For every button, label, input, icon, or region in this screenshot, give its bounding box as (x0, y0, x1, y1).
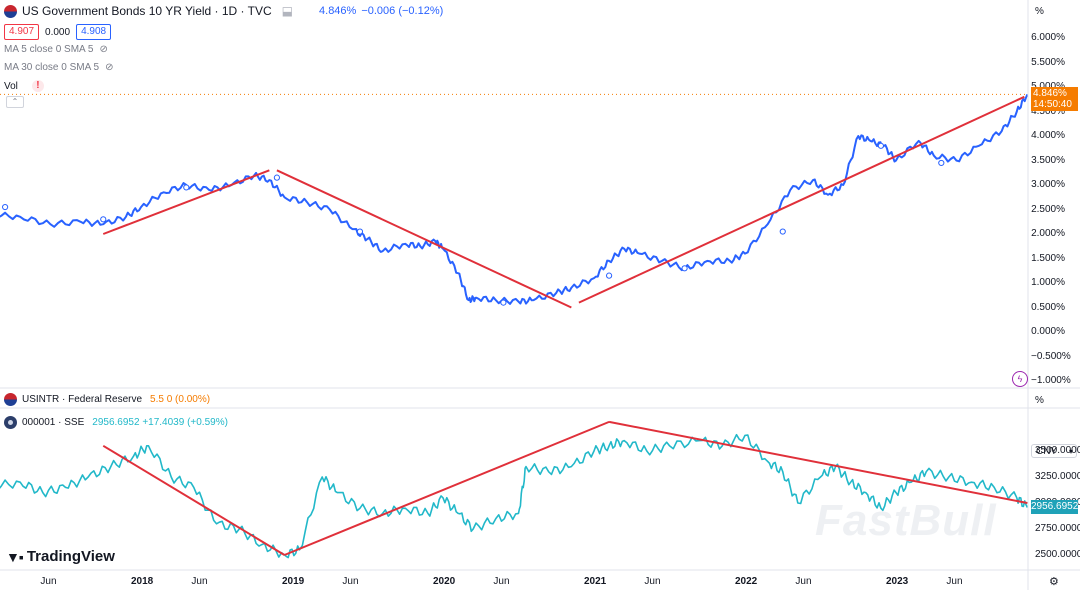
time-axis-tick-label: Jun (40, 576, 57, 587)
usintr-axis-unit[interactable]: % (1035, 395, 1044, 406)
time-axis-tick-label: 2022 (735, 576, 758, 587)
usintr-label: USINTR · Federal Reserve (22, 394, 143, 405)
sse-label: 000001 · SSE (22, 417, 85, 428)
yield-trendline-1 (102, 169, 270, 235)
currency-value: CNY (1036, 446, 1058, 457)
upper-axis-tick-label: 6.000% (1031, 32, 1065, 43)
vol-legend[interactable]: Vol ! (4, 80, 44, 92)
ask-box[interactable]: 4.908 (76, 24, 112, 40)
spread-value: 0.000 (45, 26, 71, 38)
upper-axis-tick-label: 5.500% (1031, 56, 1065, 68)
ma5-legend[interactable]: MA 5 close 0 SMA 5 ⊘ (4, 44, 108, 55)
time-axis-tick-label: Jun (795, 576, 812, 587)
time-axis-tick-label: 2023 (886, 576, 909, 587)
dividend-marker (183, 184, 190, 191)
settings-gear-icon[interactable]: ⚙ (1049, 576, 1059, 588)
dividend-marker (273, 174, 280, 181)
upper-axis-unit[interactable]: % (1035, 6, 1044, 17)
lower-axis-tick-label: 2500.0000 (1035, 549, 1080, 560)
time-axis-tick-label: 2018 (131, 576, 154, 587)
upper-axis-tick-label: −1.000% (1031, 375, 1071, 386)
fastbull-watermark: FastBull (815, 496, 997, 545)
collapse-legend-button[interactable]: ⌃ (6, 96, 24, 108)
lightning-icon[interactable]: ϟ (1012, 371, 1028, 387)
bid-ask-row: 4.907 0.000 4.908 (4, 24, 112, 40)
ma5-label: MA 5 close 0 SMA 5 (4, 44, 94, 55)
upper-axis-tick-label: 0.500% (1031, 301, 1065, 313)
currency-select[interactable]: CNY ▾ (1031, 444, 1077, 458)
hidden-eye-icon[interactable]: ⊘ (99, 44, 108, 55)
upper-axis-tick-label: 5.000% (1031, 81, 1065, 92)
upper-axis-tick-label: 1.000% (1031, 277, 1065, 288)
tradingview-logo[interactable]: ▼▪ TradingView (6, 548, 115, 565)
ma30-legend[interactable]: MA 30 close 0 SMA 5 ⊘ (4, 62, 113, 73)
vol-label: Vol (4, 80, 18, 92)
dividend-marker (779, 228, 786, 235)
dividend-marker (877, 142, 885, 149)
time-axis-tick-label: Jun (342, 576, 359, 587)
upper-axis-tick-label: 2.000% (1031, 228, 1065, 239)
sse-trendline-3 (608, 420, 1028, 504)
price-tag: 4.846% 14:50:40 (1031, 87, 1078, 111)
symbol-legend[interactable]: US Government Bonds 10 YR Yield · 1D · T… (4, 4, 443, 18)
sse-value: 2956.6952 +17.4039 (+0.59%) (92, 417, 228, 428)
yield-series-line (0, 93, 1029, 305)
bid-box[interactable]: 4.907 (4, 24, 40, 40)
time-axis-tick-label: 2020 (433, 576, 456, 587)
sse-trendline-1 (102, 444, 285, 556)
yield-trendline-2 (276, 169, 572, 309)
sse-chart-panel (0, 420, 1029, 559)
dividend-marker (938, 159, 945, 167)
time-axis-tick-label: 2021 (584, 576, 607, 587)
time-axis-tick-label: 2019 (282, 576, 305, 587)
upper-axis-tick-label: 1.500% (1031, 252, 1065, 264)
chevron-down-icon: ▾ (1068, 447, 1073, 456)
yield-chart-panel (0, 93, 1029, 309)
time-axis-tick-label: Jun (493, 576, 510, 587)
last-value: 4.846% (319, 5, 357, 17)
time-axis-tick-label: Jun (644, 576, 661, 587)
upper-axis-tick-label: 4.500% (1031, 105, 1065, 117)
dividend-marker (681, 265, 688, 272)
price-tag-time: 14:50:40 (1033, 99, 1072, 110)
cn-index-icon (4, 416, 17, 429)
lower-axis-tick-label: 3500.0000 (1035, 445, 1080, 456)
dividend-marker (500, 299, 507, 306)
hidden-eye-icon[interactable]: ⊘ (105, 62, 114, 73)
upper-axis-tick-label: 2.500% (1031, 203, 1065, 215)
eye-icon[interactable]: ⬓ (281, 4, 294, 18)
change-value: −0.006 (−0.12%) (361, 5, 444, 17)
upper-axis-tick-label: 4.000% (1031, 130, 1065, 141)
time-axis-tick-label: Jun (191, 576, 208, 587)
lower-axis-tick-label: 3250.0000 (1035, 471, 1080, 482)
usintr-legend[interactable]: USINTR · Federal Reserve 5.5 0 (0.00%) (4, 393, 210, 406)
upper-axis-tick-label: 0.000% (1031, 326, 1065, 337)
tradingview-icon: ▼▪ (6, 548, 24, 565)
dividend-marker (2, 203, 9, 211)
time-axis-tick-label: Jun (946, 576, 963, 587)
price-tag-value: 4.846% (1033, 88, 1067, 99)
dividend-marker (356, 228, 364, 235)
symbol-title[interactable]: US Government Bonds 10 YR Yield · 1D · T… (22, 4, 272, 18)
lower-axis-tick-label: 2750.0000 (1035, 523, 1080, 534)
sse-trendline-2 (284, 420, 610, 556)
usintr-value: 5.5 0 (0.00%) (150, 394, 211, 405)
upper-axis-tick-label: 3.000% (1031, 179, 1065, 190)
upper-axis-tick-label: −0.500% (1031, 350, 1071, 362)
sse-price-tag: 2956.6952 (1031, 500, 1079, 514)
warning-icon[interactable]: ! (31, 80, 44, 92)
dividend-marker (100, 216, 107, 223)
upper-axis-tick-label: 3.500% (1031, 154, 1065, 166)
dividend-marker (606, 272, 613, 279)
us-flag-icon (4, 393, 17, 406)
sse-legend[interactable]: 000001 · SSE 2956.6952 +17.4039 (+0.59%) (4, 416, 228, 429)
ma30-label: MA 30 close 0 SMA 5 (4, 62, 100, 73)
us-flag-icon (4, 4, 17, 18)
tradingview-text: TradingView (26, 548, 115, 565)
sse-series-line (0, 433, 1029, 559)
yield-trendline-3 (578, 95, 1025, 304)
